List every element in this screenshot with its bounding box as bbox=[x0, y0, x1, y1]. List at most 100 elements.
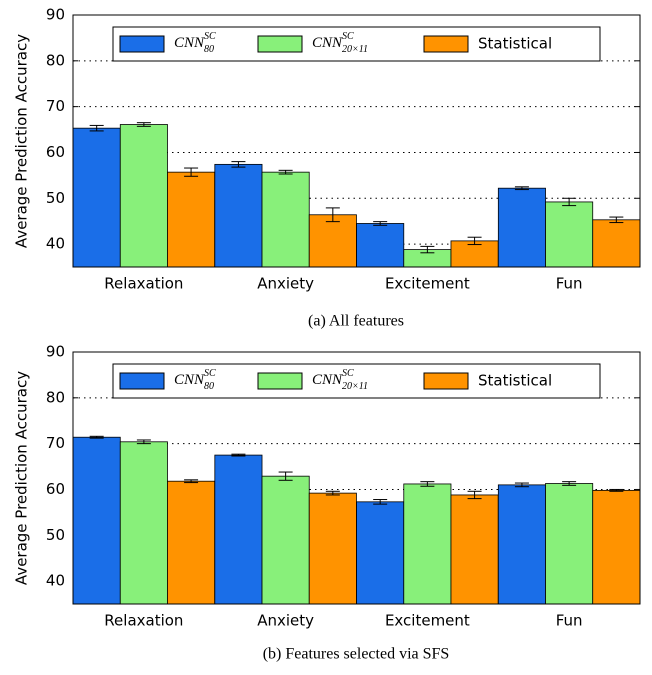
x-tick-label: Fun bbox=[556, 275, 583, 293]
legend-name: CNN bbox=[312, 35, 343, 51]
legend-swatch bbox=[423, 372, 469, 390]
bar bbox=[167, 171, 216, 268]
legend-box bbox=[112, 26, 601, 62]
bar bbox=[308, 492, 357, 605]
bar bbox=[356, 501, 405, 605]
legend-label: CNNSC 20×11 bbox=[312, 368, 368, 392]
bar bbox=[214, 163, 263, 268]
legend-swatch bbox=[119, 372, 165, 390]
x-tick-label: Anxiety bbox=[257, 612, 314, 630]
y-tick-label: 40 bbox=[46, 572, 65, 590]
legend-subscript: 20×11 bbox=[342, 381, 368, 392]
error-bar bbox=[278, 471, 293, 481]
bar bbox=[497, 484, 546, 605]
legend-swatch bbox=[423, 35, 469, 53]
legend-name: CNN bbox=[174, 35, 205, 51]
y-tick-label: 40 bbox=[46, 235, 65, 253]
bar bbox=[119, 124, 168, 268]
caption: (a) All features bbox=[308, 313, 404, 330]
error-bar bbox=[609, 488, 624, 492]
legend-subscript: 20×11 bbox=[342, 44, 368, 55]
y-tick-label: 50 bbox=[46, 189, 65, 207]
bar bbox=[261, 475, 310, 605]
bar bbox=[167, 480, 216, 605]
error-bar bbox=[89, 435, 104, 439]
y-tick-label: 90 bbox=[46, 6, 65, 24]
y-tick-label: 70 bbox=[46, 97, 65, 115]
bar bbox=[72, 127, 121, 268]
legend-label: CNNSC 80 bbox=[174, 31, 216, 55]
legend-swatch bbox=[119, 35, 165, 53]
y-axis-label: Average Prediction Accuracy bbox=[13, 34, 31, 248]
error-bar bbox=[231, 453, 246, 457]
error-bar bbox=[136, 439, 151, 445]
legend: CNNSC 80 CNNSC 20×11 Statistical bbox=[112, 26, 601, 62]
error-bar bbox=[136, 122, 151, 127]
legend-swatch bbox=[257, 35, 303, 53]
error-bar bbox=[373, 499, 388, 505]
error-bar bbox=[325, 490, 340, 496]
legend-label: Statistical bbox=[478, 372, 552, 390]
bar bbox=[545, 483, 594, 605]
x-tick-label: Anxiety bbox=[257, 275, 314, 293]
x-tick-label: Fun bbox=[556, 612, 583, 630]
y-tick-label: 50 bbox=[46, 526, 65, 544]
error-bar bbox=[562, 197, 577, 207]
error-bar bbox=[373, 221, 388, 226]
legend-superscript: SC bbox=[204, 368, 216, 379]
legend-superscript: SC bbox=[342, 31, 354, 42]
error-bar bbox=[514, 186, 529, 191]
bar bbox=[356, 223, 405, 268]
legend-label: CNNSC 80 bbox=[174, 368, 216, 392]
error-bar bbox=[420, 245, 435, 254]
bar bbox=[497, 187, 546, 268]
bar bbox=[592, 489, 641, 605]
error-bar bbox=[420, 481, 435, 487]
error-bar bbox=[278, 169, 293, 175]
x-tick-label: Relaxation bbox=[104, 275, 183, 293]
bar bbox=[450, 494, 499, 605]
y-tick-label: 80 bbox=[46, 51, 65, 69]
error-bar bbox=[562, 481, 577, 486]
bar bbox=[214, 454, 263, 605]
x-tick-label: Excitement bbox=[385, 275, 470, 293]
bar bbox=[119, 441, 168, 605]
legend-box bbox=[112, 363, 601, 399]
y-tick-label: 80 bbox=[46, 388, 65, 406]
y-tick-label: 60 bbox=[46, 480, 65, 498]
legend-swatch bbox=[257, 372, 303, 390]
y-tick-label: 70 bbox=[46, 434, 65, 452]
bar bbox=[592, 219, 641, 268]
legend-label: CNNSC 20×11 bbox=[312, 31, 368, 55]
bar bbox=[72, 436, 121, 605]
error-bar bbox=[184, 479, 199, 484]
x-tick-label: Relaxation bbox=[104, 612, 183, 630]
y-axis-label: Average Prediction Accuracy bbox=[13, 371, 31, 585]
legend-superscript: SC bbox=[342, 368, 354, 379]
bar bbox=[545, 201, 594, 268]
error-bar bbox=[184, 167, 199, 177]
error-bar bbox=[609, 216, 624, 224]
y-tick-label: 90 bbox=[46, 343, 65, 361]
plot-frame bbox=[72, 14, 641, 268]
legend-name: CNN bbox=[312, 372, 343, 388]
error-bar bbox=[514, 482, 529, 488]
bar bbox=[403, 483, 452, 605]
legend: CNNSC 80 CNNSC 20×11 Statistical bbox=[112, 363, 601, 399]
error-bar bbox=[467, 490, 482, 500]
bar bbox=[308, 214, 357, 268]
error-bar bbox=[325, 207, 340, 223]
y-tick-label: 60 bbox=[46, 143, 65, 161]
legend-subscript: 80 bbox=[204, 44, 214, 55]
error-bar bbox=[467, 236, 482, 246]
error-bar bbox=[89, 124, 104, 132]
error-bar bbox=[231, 161, 246, 168]
legend-superscript: SC bbox=[204, 31, 216, 42]
x-tick-label: Excitement bbox=[385, 612, 470, 630]
bar bbox=[261, 171, 310, 268]
legend-subscript: 80 bbox=[204, 381, 214, 392]
plot-frame bbox=[72, 351, 641, 605]
legend-name: CNN bbox=[174, 372, 205, 388]
caption: (b) Features selected via SFS bbox=[263, 646, 450, 663]
